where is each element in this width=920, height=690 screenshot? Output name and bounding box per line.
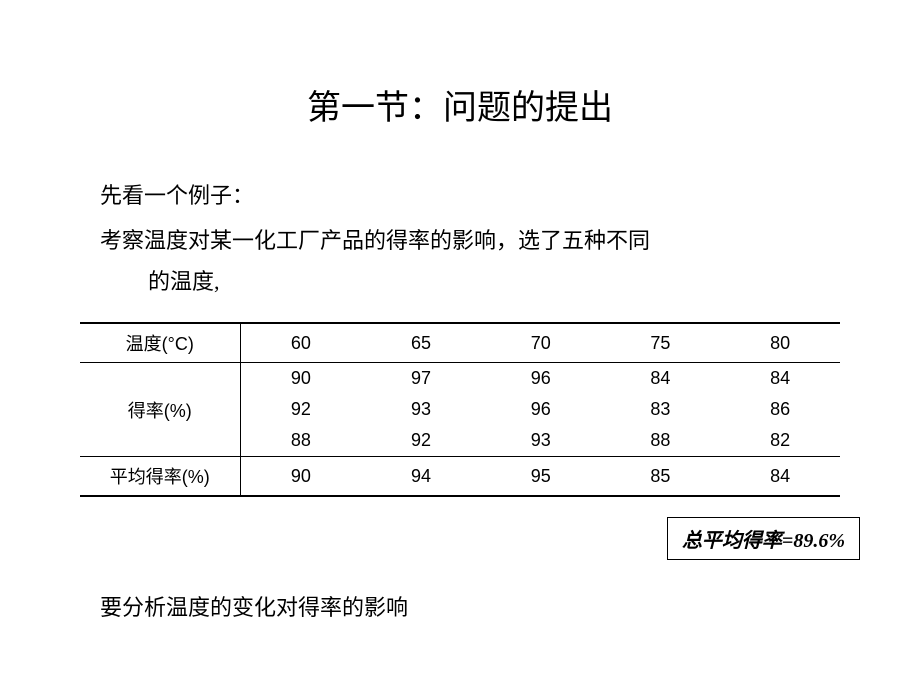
yield-cell: 96 — [481, 363, 601, 395]
avg-cell: 95 — [481, 457, 601, 497]
page-title: 第一节：问题的提出 — [0, 80, 920, 129]
avg-header: 平均得率(%) — [80, 457, 240, 497]
avg-cell: 94 — [361, 457, 481, 497]
temp-header: 温度(°C) — [80, 323, 240, 363]
yield-cell: 88 — [240, 425, 361, 457]
yield-cell: 86 — [720, 394, 840, 425]
final-line: 要分析温度的变化对得率的影响 — [0, 560, 920, 622]
data-table-wrap: 温度(°C) 60 65 70 75 80 得率(%) 90 97 96 84 … — [0, 322, 920, 497]
temp-cell: 70 — [481, 323, 601, 363]
yield-cell: 92 — [240, 394, 361, 425]
yield-header: 得率(%) — [80, 363, 240, 457]
intro-line-3: 的温度, — [100, 265, 820, 298]
table-row: 得率(%) 90 97 96 84 84 — [80, 363, 840, 395]
intro-block: 先看一个例子： 考察温度对某一化工厂产品的得率的影响，选了五种不同 的温度, — [0, 179, 920, 298]
temp-cell: 65 — [361, 323, 481, 363]
yield-cell: 88 — [601, 425, 721, 457]
intro-line-1: 先看一个例子： — [100, 179, 820, 212]
table-row: 温度(°C) 60 65 70 75 80 — [80, 323, 840, 363]
yield-cell: 96 — [481, 394, 601, 425]
yield-cell: 93 — [361, 394, 481, 425]
yield-cell: 97 — [361, 363, 481, 395]
summary-box: 总平均得率=89.6% — [667, 517, 860, 560]
yield-cell: 84 — [720, 363, 840, 395]
yield-cell: 90 — [240, 363, 361, 395]
data-table: 温度(°C) 60 65 70 75 80 得率(%) 90 97 96 84 … — [80, 322, 840, 497]
intro-line-2: 考察温度对某一化工厂产品的得率的影响，选了五种不同 — [100, 224, 820, 257]
avg-cell: 85 — [601, 457, 721, 497]
avg-cell: 84 — [720, 457, 840, 497]
yield-cell: 92 — [361, 425, 481, 457]
temp-cell: 60 — [240, 323, 361, 363]
temp-cell: 80 — [720, 323, 840, 363]
yield-cell: 84 — [601, 363, 721, 395]
yield-cell: 82 — [720, 425, 840, 457]
table-row: 平均得率(%) 90 94 95 85 84 — [80, 457, 840, 497]
avg-cell: 90 — [240, 457, 361, 497]
yield-cell: 93 — [481, 425, 601, 457]
yield-cell: 83 — [601, 394, 721, 425]
temp-cell: 75 — [601, 323, 721, 363]
